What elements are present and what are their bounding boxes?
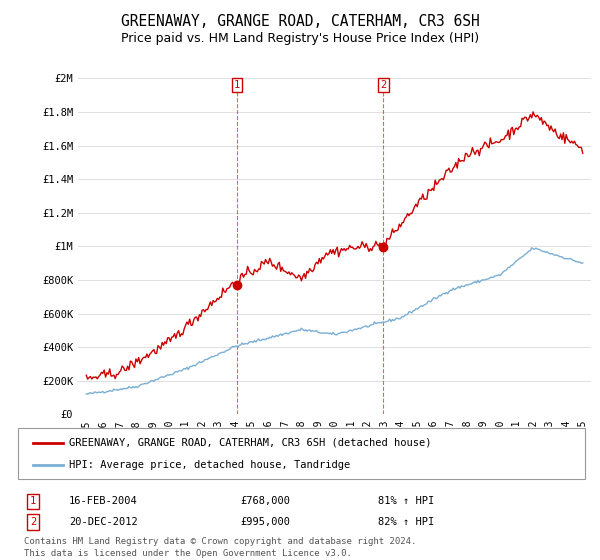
Text: Contains HM Land Registry data © Crown copyright and database right 2024.: Contains HM Land Registry data © Crown c…: [24, 537, 416, 546]
Text: GREENAWAY, GRANGE ROAD, CATERHAM, CR3 6SH: GREENAWAY, GRANGE ROAD, CATERHAM, CR3 6S…: [121, 14, 479, 29]
Text: HPI: Average price, detached house, Tandridge: HPI: Average price, detached house, Tand…: [69, 460, 350, 470]
Text: £768,000: £768,000: [240, 496, 290, 506]
Text: GREENAWAY, GRANGE ROAD, CATERHAM, CR3 6SH (detached house): GREENAWAY, GRANGE ROAD, CATERHAM, CR3 6S…: [69, 437, 431, 447]
Text: 16-FEB-2004: 16-FEB-2004: [69, 496, 138, 506]
Text: 2: 2: [30, 517, 36, 527]
Text: £995,000: £995,000: [240, 517, 290, 527]
Text: 1: 1: [234, 80, 241, 90]
Text: This data is licensed under the Open Government Licence v3.0.: This data is licensed under the Open Gov…: [24, 549, 352, 558]
Text: 1: 1: [30, 496, 36, 506]
Text: 20-DEC-2012: 20-DEC-2012: [69, 517, 138, 527]
Text: Price paid vs. HM Land Registry's House Price Index (HPI): Price paid vs. HM Land Registry's House …: [121, 32, 479, 45]
Text: 2: 2: [380, 80, 386, 90]
Text: 81% ↑ HPI: 81% ↑ HPI: [378, 496, 434, 506]
Text: 82% ↑ HPI: 82% ↑ HPI: [378, 517, 434, 527]
